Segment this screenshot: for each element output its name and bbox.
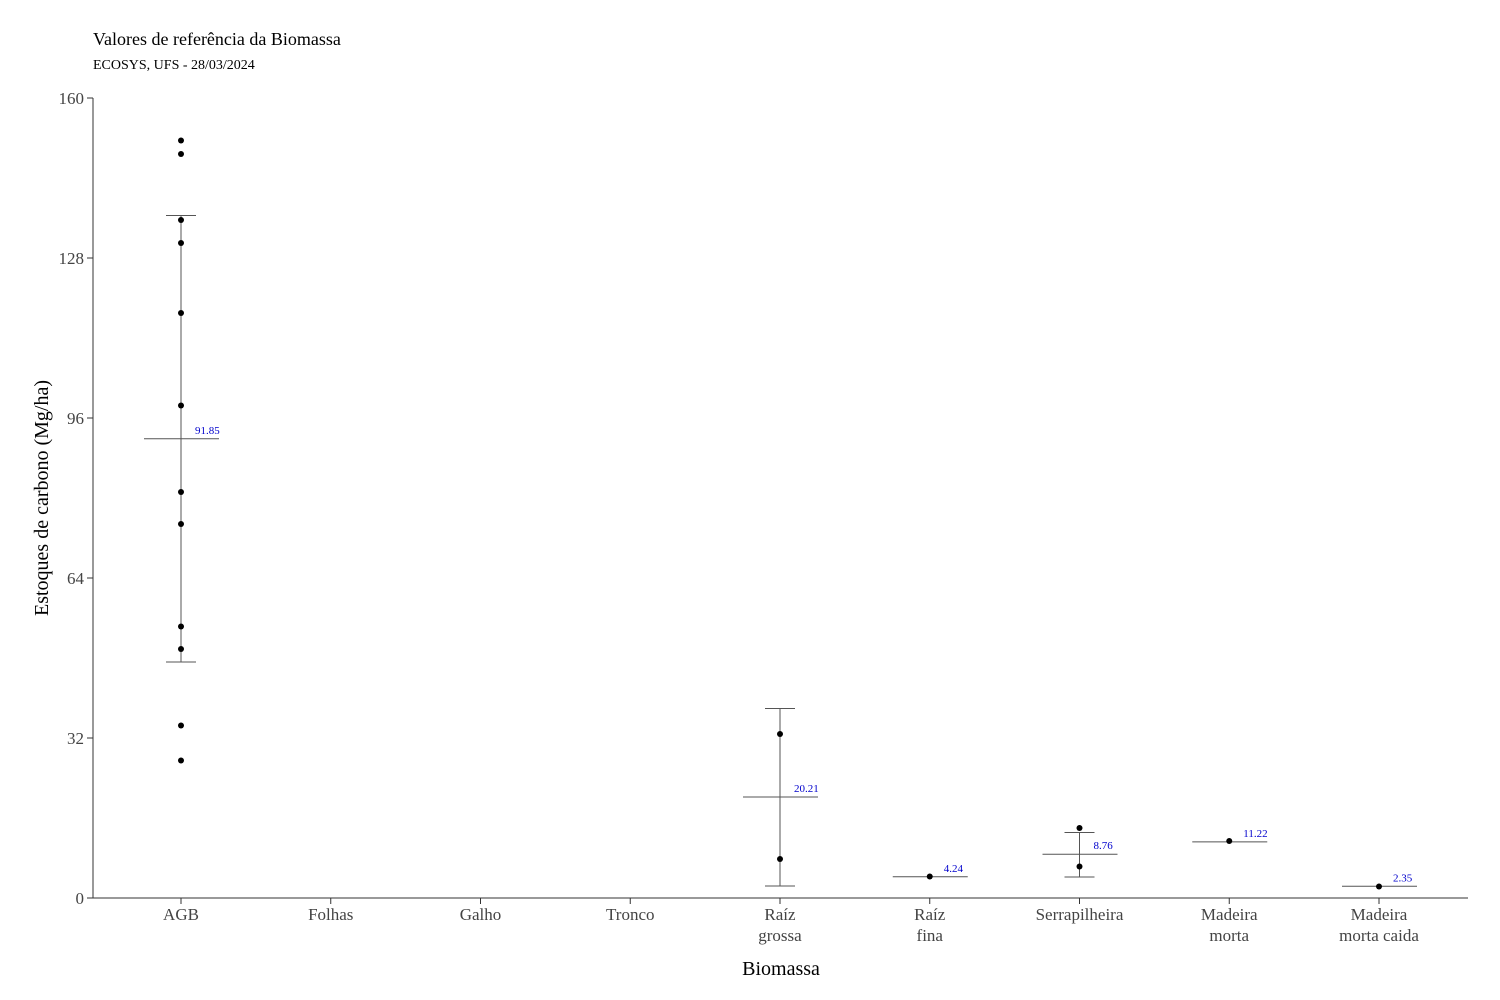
data-point: [178, 151, 184, 157]
y-tick-label: 96: [67, 409, 84, 428]
x-tick-label: Folhas: [308, 905, 353, 924]
y-tick-label: 128: [59, 249, 85, 268]
x-tick-label: Galho: [460, 905, 502, 924]
x-tick-label: Raíz: [764, 905, 796, 924]
x-tick-label: grossa: [758, 926, 802, 945]
chart-subtitle: ECOSYS, UFS - 28/03/2024: [93, 58, 255, 73]
y-tick-label: 160: [59, 89, 85, 108]
data-point: [1076, 863, 1083, 870]
chart-title: Valores de referência da Biomassa: [93, 29, 341, 49]
x-tick-label: fina: [917, 926, 944, 945]
plot-marks: 91.85 20.21 4.24 8.76 11.22 2.35: [144, 137, 1417, 890]
mean-label: 4.24: [944, 863, 964, 875]
data-point: [178, 623, 184, 630]
data-point: [178, 217, 184, 223]
data-point: [1226, 838, 1233, 844]
mean-label: 8.76: [1094, 840, 1114, 852]
data-point: [1076, 825, 1083, 831]
data-point: [178, 521, 184, 527]
y-ticks: 0 32 64 96 128 160: [59, 89, 93, 908]
series-group: 20.21: [743, 708, 819, 887]
data-point: [178, 240, 184, 246]
x-tick-label: morta caida: [1339, 926, 1419, 945]
y-tick-label: 0: [76, 889, 85, 908]
data-point: [777, 731, 783, 737]
y-tick-label: 32: [67, 729, 84, 748]
data-point: [178, 310, 184, 316]
data-point: [178, 489, 184, 495]
x-axis-title: Biomassa: [742, 958, 820, 980]
x-ticks: AGB Folhas Galho Tronco Raíz grossa Raíz fina Se…: [163, 898, 1419, 945]
data-point: [178, 646, 184, 652]
mean-label: 11.22: [1243, 828, 1267, 840]
mean-label: 91.85: [195, 425, 220, 437]
y-tick-label: 64: [67, 569, 85, 588]
series-group: 2.35: [1342, 872, 1417, 890]
data-point: [178, 137, 184, 144]
x-tick-label: Serrapilheira: [1036, 905, 1124, 924]
series-group: 8.76: [1042, 825, 1118, 878]
series-group: 91.85: [144, 137, 220, 764]
x-tick-label: morta: [1209, 926, 1249, 945]
x-tick-label: Madeira: [1201, 905, 1258, 924]
data-point: [777, 856, 783, 862]
x-tick-label: Tronco: [606, 905, 655, 924]
series-group: 11.22: [1192, 828, 1268, 844]
mean-label: 20.21: [794, 783, 819, 795]
data-point: [178, 402, 184, 409]
x-tick-label: AGB: [163, 905, 199, 924]
x-tick-label: Raíz: [914, 905, 946, 924]
series-group: 4.24: [892, 863, 968, 880]
data-point: [178, 722, 184, 729]
mean-label: 2.35: [1393, 872, 1413, 884]
data-point: [926, 873, 933, 880]
data-point: [178, 757, 184, 764]
y-axis-title: Estoques de carbono (Mg/ha): [31, 380, 53, 616]
data-point: [1376, 883, 1382, 890]
x-tick-label: Madeira: [1351, 905, 1408, 924]
